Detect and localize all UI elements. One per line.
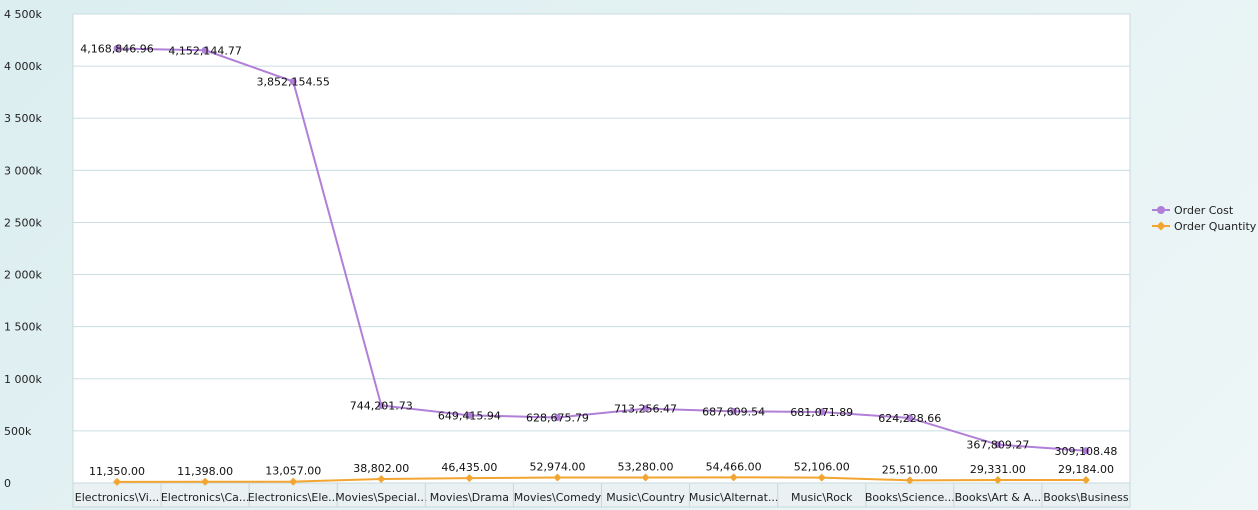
data-point	[553, 473, 562, 482]
data-point	[113, 45, 121, 53]
data-point	[201, 46, 209, 54]
data-label: 29,184.00	[1058, 463, 1114, 476]
data-point	[642, 405, 650, 413]
legend-item[interactable]: Order Quantity	[1152, 218, 1256, 234]
data-labels: 4,168,846.96 4,152,144.77 3,852,154.55 744,…	[80, 43, 1117, 478]
y-tick-label: 3 500k	[4, 112, 42, 125]
data-point	[906, 414, 914, 422]
data-point	[377, 401, 385, 409]
data-point	[553, 413, 561, 421]
y-tick-label: 500k	[4, 425, 32, 438]
data-label: 52,974.00	[529, 460, 585, 473]
data-label: 11,398.00	[177, 465, 233, 478]
y-tick-label: 1 000k	[4, 373, 42, 386]
data-label: 628,675.79	[526, 411, 589, 424]
legend-swatch	[1152, 221, 1170, 231]
data-label: 649,415.94	[438, 409, 501, 422]
data-point	[289, 78, 297, 86]
legend-item[interactable]: Order Cost	[1152, 202, 1256, 218]
data-label: 53,280.00	[618, 460, 674, 473]
data-point	[1082, 447, 1090, 455]
legend: Order Cost Order Quantity	[1152, 202, 1256, 234]
x-tick-label: Movies\Special...	[335, 491, 427, 504]
data-label: 11,350.00	[89, 465, 145, 478]
data-point	[465, 411, 473, 419]
x-tick-label: Electronics\Ca...	[161, 491, 250, 504]
data-label: 52,106.00	[794, 461, 850, 474]
y-tick-label: 0	[4, 477, 11, 490]
x-tick-label: Electronics\Vi...	[75, 491, 160, 504]
data-point	[729, 473, 738, 482]
data-label: 687,609.54	[702, 405, 765, 418]
series-line	[117, 47, 1087, 452]
x-tick-label: Movies\Comedy	[514, 491, 602, 504]
data-label: 681,071.89	[790, 406, 853, 419]
x-tick-label: Music\Rock	[791, 491, 853, 504]
data-point	[641, 473, 650, 482]
data-label: 367,809.27	[966, 439, 1029, 452]
data-label: 4,168,846.96	[80, 43, 153, 56]
x-tick-label: Books\Art & A...	[955, 491, 1042, 504]
data-point	[377, 474, 386, 483]
x-tick-label: Music\Alternat...	[689, 491, 779, 504]
series-layer	[113, 45, 1090, 486]
y-tick-label: 3 000k	[4, 164, 42, 177]
legend-swatch	[1152, 205, 1170, 215]
y-tick-label: 1 500k	[4, 321, 42, 334]
series-line	[117, 476, 1086, 483]
data-label: 13,057.00	[265, 465, 321, 478]
y-axis: 0 500k 1 000k 1 500k 2 000k 2 500k 3 000k 3 500…	[4, 8, 42, 490]
legend-label: Order Quantity	[1174, 219, 1257, 233]
y-tick-label: 4 500k	[4, 8, 42, 21]
data-label: 54,466.00	[706, 460, 762, 473]
x-tick-label: Movies\Drama	[430, 491, 509, 504]
x-tick-label: Books\Science...	[865, 491, 955, 504]
data-label: 309,108.48	[1054, 445, 1117, 458]
data-point	[905, 476, 914, 485]
data-point	[993, 475, 1002, 484]
data-point	[994, 441, 1002, 449]
data-point	[817, 473, 826, 482]
data-label: 624,228.66	[878, 412, 941, 425]
data-label: 29,331.00	[970, 463, 1026, 476]
x-tick-label: Books\Business	[1043, 491, 1129, 504]
data-point	[818, 408, 826, 416]
data-point	[1081, 475, 1090, 484]
data-label: 25,510.00	[882, 463, 938, 476]
data-label: 46,435.00	[441, 461, 497, 474]
data-point	[289, 477, 298, 486]
y-tick-label: 4 000k	[4, 60, 42, 73]
x-tick-label: Electronics\Ele...	[248, 491, 339, 504]
data-label: 38,802.00	[353, 462, 409, 475]
legend-label: Order Cost	[1174, 203, 1234, 217]
data-label: 4,152,144.77	[168, 44, 241, 57]
y-tick-label: 2 000k	[4, 269, 42, 282]
data-point	[730, 407, 738, 415]
data-point	[201, 477, 210, 486]
data-label: 744,201.73	[350, 399, 413, 412]
y-tick-label: 2 500k	[4, 216, 42, 229]
data-label: 713,256.47	[614, 403, 677, 416]
data-point	[113, 477, 122, 486]
plot-area	[72, 13, 1131, 484]
data-label: 3,852,154.55	[256, 76, 329, 89]
data-point	[465, 474, 474, 483]
x-tick-label: Music\Country	[606, 491, 685, 504]
x-axis: Electronics\Vi... Electronics\Ca...Electr…	[72, 482, 1131, 508]
